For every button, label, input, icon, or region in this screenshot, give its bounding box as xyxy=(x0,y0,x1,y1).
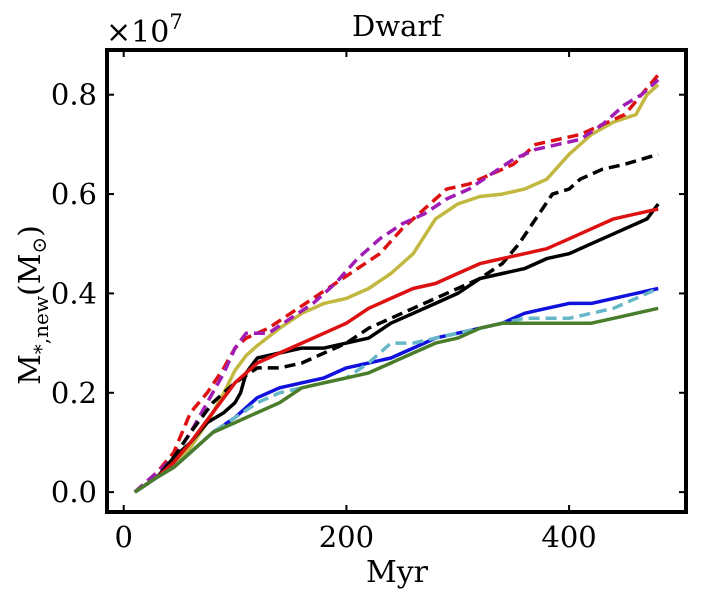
y-label-paren-open: (M xyxy=(13,254,48,296)
y-label-sun: ⊙ xyxy=(27,237,51,254)
series-line-green-solid xyxy=(133,306,659,494)
x-tick-label: 0 xyxy=(114,520,132,554)
y-tick-label: 0.4 xyxy=(51,276,97,310)
chart-title: Dwarf xyxy=(352,9,444,43)
y-multiplier-base: ×10 xyxy=(106,15,169,50)
series-line-black-solid xyxy=(133,202,660,494)
series-lines xyxy=(133,73,660,494)
plot-frame xyxy=(105,48,688,514)
y-label-main: M xyxy=(13,354,48,385)
tick-labels: 0 200 400 0.0 0.2 0.4 0.6 0.8 xyxy=(51,78,597,554)
x-tick-label: 200 xyxy=(319,520,374,554)
y-tick-label: 0.0 xyxy=(51,475,97,509)
x-tick-label: 400 xyxy=(541,520,596,554)
series-line-red-solid xyxy=(133,207,659,494)
y-tick-label: 0.2 xyxy=(51,376,97,410)
x-axis-label: Myr xyxy=(366,555,429,590)
y-tick-label: 0.6 xyxy=(51,177,97,211)
y-multiplier-exponent: 7 xyxy=(169,10,182,34)
y-label-sub: *,new xyxy=(29,296,53,354)
y-tick-label: 0.8 xyxy=(51,78,97,112)
series-line-black-dashed xyxy=(133,152,659,494)
y-label-paren-close: ) xyxy=(13,225,48,237)
y-axis-label: M*,new(M⊙) xyxy=(13,225,53,385)
series-line-purple-dashed xyxy=(133,78,660,494)
y-multiplier: ×107 xyxy=(106,10,183,50)
series-line-red-dashed-upper xyxy=(133,73,660,494)
